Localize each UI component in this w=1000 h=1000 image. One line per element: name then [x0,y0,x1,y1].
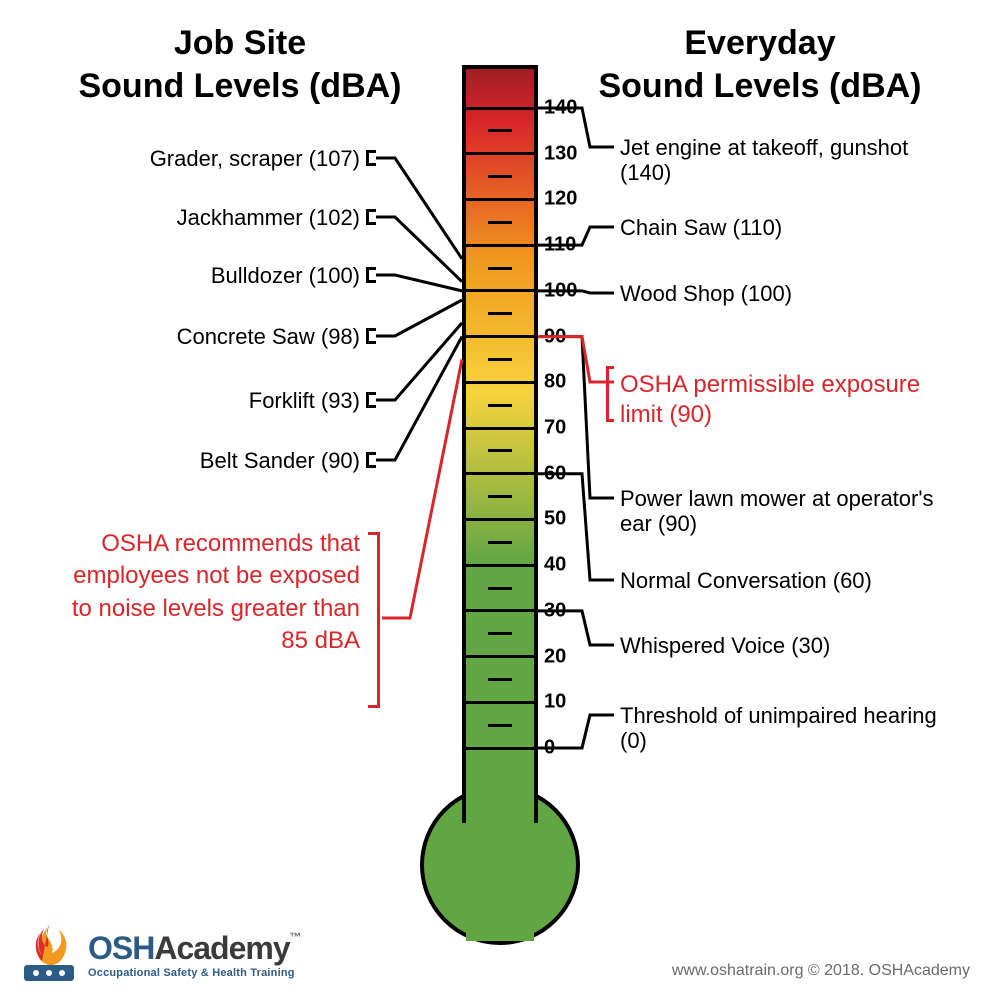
thermometer-tube [462,65,538,823]
tick-major [466,472,534,475]
tick-major [466,198,534,201]
tick-minor [488,724,512,727]
tick-minor [488,267,512,270]
tick-label: 60 [544,462,566,485]
tick-minor [488,404,512,407]
leader-line [376,337,462,460]
left-item-tick [366,328,376,344]
heading-left-line1: Job SiteSound Levels (dBA) [78,24,401,105]
tick-minor [488,587,512,590]
tick-minor [488,221,512,224]
tick-label: 90 [544,325,566,348]
tick-major [466,107,534,110]
tick-label: 40 [544,554,566,577]
tick-label: 100 [544,279,577,302]
left-item-tick [366,150,376,166]
tick-label: 120 [544,188,577,211]
leader-line [376,217,462,282]
right-item: Wood Shop (100) [620,281,950,306]
logo-text-academy: Academy [154,930,289,966]
thermometer-tube-mask [466,891,534,941]
tick-minor [488,312,512,315]
tick-major [466,244,534,247]
left-item: Forklift (93) [60,388,360,413]
right-item: Jet engine at takeoff, gunshot (140) [620,135,950,186]
left-item-tick [366,392,376,408]
tick-label: 50 [544,508,566,531]
left-item: Grader, scraper (107) [60,146,360,171]
osha-limit-bracket [606,366,614,422]
right-item: Whispered Voice (30) [620,633,950,658]
left-item: Concrete Saw (98) [60,324,360,349]
logo-text: OSHAcademy™ Occupational Safety & Health… [88,930,301,979]
logo-tm: ™ [290,930,301,944]
tick-major [466,747,534,750]
right-item: Chain Saw (110) [620,215,950,240]
logo-text-sub: Occupational Safety & Health Training [88,967,301,979]
tick-major [466,701,534,704]
left-item: Bulldozer (100) [60,263,360,288]
thermometer: 0102030405060708090100110120130140 [462,65,538,945]
left-item: Belt Sander (90) [60,448,360,473]
tick-label: 70 [544,417,566,440]
tick-label: 80 [544,371,566,394]
tick-label: 130 [544,142,577,165]
right-item: Normal Conversation (60) [620,568,950,593]
tick-major [466,518,534,521]
tick-major [466,427,534,430]
tick-minor [488,129,512,132]
tick-major [466,289,534,292]
infographic-root: Job SiteSound Levels (dBA) EverydaySound… [0,0,1000,1000]
osha-recommend-text: OSHA recommends that employees not be ex… [72,530,360,654]
copyright: www.oshatrain.org © 2018. OSHAcademy [672,962,970,980]
tick-label: 0 [544,737,555,760]
tick-major [466,381,534,384]
tick-major [466,655,534,658]
tick-label: 10 [544,691,566,714]
osha-recommend-bracket [368,532,380,708]
left-item-tick [366,267,376,283]
tick-minor [488,678,512,681]
tick-minor [488,632,512,635]
osha-recommend-note: OSHA recommends that employees not be ex… [60,528,360,658]
tick-label: 110 [544,234,576,257]
osha-limit-text: OSHA permissible exposure limit (90) [620,371,920,428]
tick-minor [488,495,512,498]
right-item: Threshold of unimpaired hearing (0) [620,703,950,754]
logo-mark [20,923,78,985]
logo: OSHAcademy™ Occupational Safety & Health… [20,923,301,985]
tick-major [466,609,534,612]
heading-right-line1: EverydaySound Levels (dBA) [598,24,921,105]
logo-text-osh: OSH [88,930,154,966]
heading-right: EverydaySound Levels (dBA) [570,22,950,107]
leader-line [376,158,462,259]
tick-major [466,335,534,338]
leader-line [382,359,462,618]
left-item-tick [366,209,376,225]
left-item: Jackhammer (102) [60,205,360,230]
leader-line [376,323,462,400]
tick-minor [488,358,512,361]
tick-minor [488,175,512,178]
logo-text-main: OSHAcademy™ [88,930,301,967]
left-item-tick [366,452,376,468]
right-item: Power lawn mower at operator's ear (90) [620,486,950,537]
tick-major [466,564,534,567]
leader-line [376,275,462,291]
tick-label: 140 [544,97,577,120]
leader-line [376,300,462,336]
heading-left: Job SiteSound Levels (dBA) [50,22,430,107]
osha-limit-note: OSHA permissible exposure limit (90) [620,370,950,430]
tick-minor [488,541,512,544]
tick-label: 20 [544,645,566,668]
tick-minor [488,449,512,452]
tick-label: 30 [544,599,566,622]
flame-icon [20,923,78,985]
tick-major [466,152,534,155]
